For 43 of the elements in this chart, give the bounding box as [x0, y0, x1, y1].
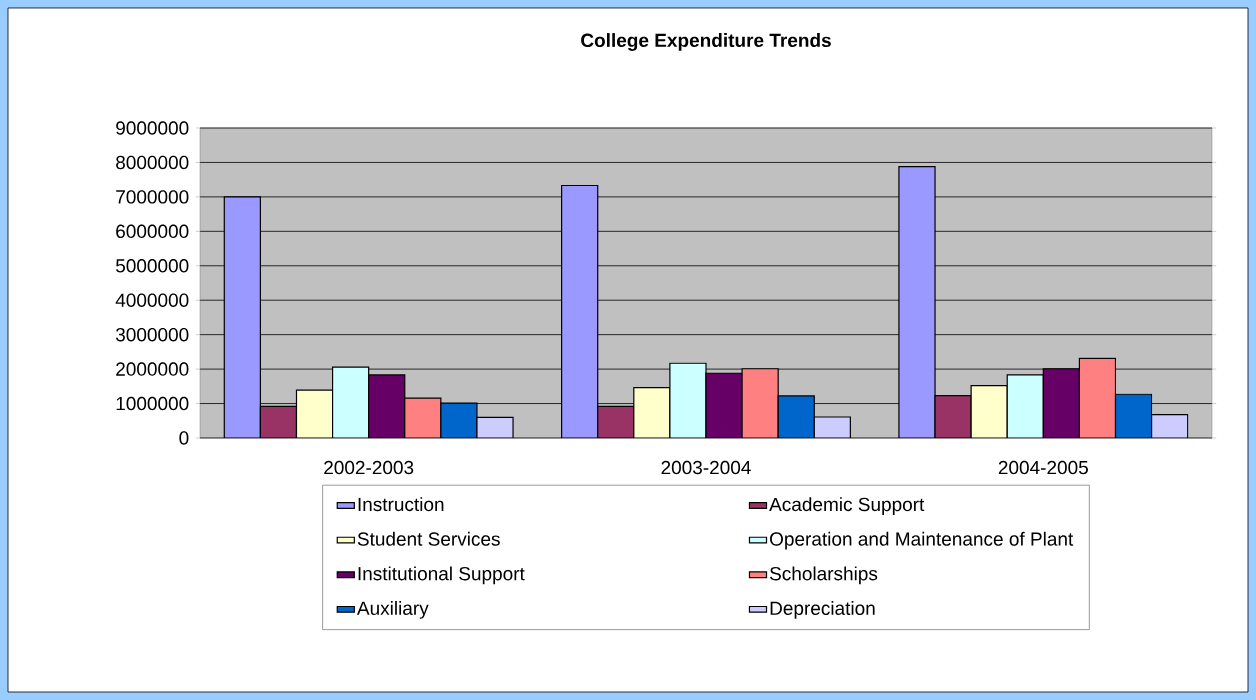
y-tick-label: 2000000 — [116, 362, 189, 376]
bar — [934, 395, 972, 438]
legend-label: Academic Support — [769, 497, 925, 515]
legend-label: Operation and Maintenance of Plant — [770, 531, 1074, 550]
bar — [777, 395, 815, 438]
bar — [331, 366, 370, 438]
x-tick-label: 2003-2004 — [661, 460, 751, 475]
bar — [898, 165, 936, 438]
bar — [597, 405, 635, 438]
bar — [223, 196, 261, 438]
x-tick-label: 2002-2003 — [324, 460, 414, 475]
y-tick-label: 7000000 — [116, 190, 189, 204]
bar — [1006, 374, 1044, 438]
legend-label: Depreciation — [770, 601, 875, 619]
y-tick-label: 3000000 — [115, 327, 189, 342]
bar — [295, 389, 334, 438]
bar — [669, 362, 707, 438]
y-tick-label: 9000000 — [116, 121, 189, 135]
bar — [1151, 413, 1189, 438]
bar — [404, 397, 442, 438]
y-tick-label: 1000000 — [116, 396, 189, 411]
bar — [1078, 357, 1117, 438]
y-tick-label: 8000000 — [116, 155, 189, 170]
bar — [970, 385, 1008, 438]
y-tick-label: 0 — [179, 431, 189, 445]
bar — [561, 184, 599, 438]
legend-label: Scholarships — [769, 566, 878, 585]
legend-label: Institutional Support — [358, 566, 525, 585]
bar — [368, 374, 406, 438]
bar — [259, 405, 298, 438]
bar — [705, 372, 743, 438]
legend-label: Instruction — [358, 497, 444, 512]
bar — [1042, 368, 1081, 438]
legend-label: Student Services — [357, 531, 500, 546]
chart-title: College Expenditure Trends — [581, 33, 831, 51]
legend-label: Auxiliary — [356, 601, 429, 619]
y-tick-label: 6000000 — [116, 224, 189, 239]
bar — [633, 387, 671, 438]
y-tick-label: 4000000 — [115, 293, 189, 307]
bar — [741, 368, 779, 438]
y-tick-label: 5000000 — [115, 259, 189, 273]
bar — [1114, 393, 1153, 438]
x-tick-label: 2004-2005 — [998, 460, 1088, 475]
